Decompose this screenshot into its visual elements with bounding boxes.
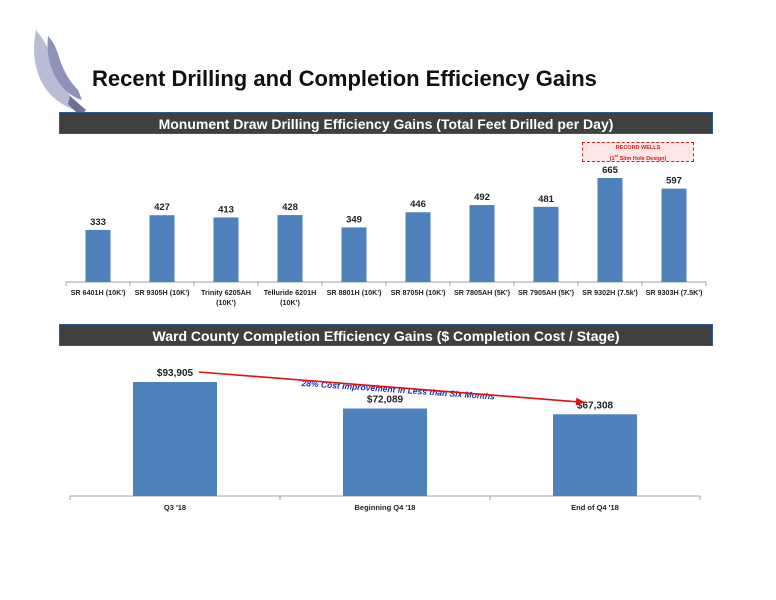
- drilling-bar: [469, 205, 495, 282]
- drilling-bar: [341, 227, 367, 282]
- drilling-value-label: 413: [218, 204, 234, 215]
- drilling-category-label: SR 9305H (10K'): [135, 288, 190, 297]
- drilling-bar: [85, 229, 111, 282]
- page-title: Recent Drilling and Completion Efficienc…: [92, 66, 597, 91]
- drilling-bar: [277, 215, 303, 282]
- drilling-bar: [661, 188, 687, 282]
- completion-value-label: $93,905: [157, 368, 194, 379]
- drilling-value-label: 349: [346, 214, 362, 225]
- completion-category-label: Beginning Q4 '18: [355, 503, 416, 512]
- drilling-bar: [213, 217, 239, 282]
- completion-bar: [133, 382, 217, 496]
- completion-value-label: $72,089: [367, 394, 404, 405]
- completion-category-label: End of Q4 '18: [571, 503, 619, 512]
- drilling-value-label: 492: [474, 192, 490, 203]
- drilling-category-label: SR 6401H (10K'): [71, 288, 126, 297]
- drilling-bar: [149, 215, 175, 282]
- completion-category-label: Q3 '18: [164, 503, 186, 512]
- drilling-category-label: Trinity 6205AH: [201, 288, 251, 297]
- drilling-category-label: SR 9302H (7.5k'): [582, 288, 638, 297]
- drilling-value-label: 481: [538, 194, 555, 205]
- drilling-category-label: (10K'): [280, 298, 300, 307]
- drilling-value-label: 333: [90, 217, 106, 228]
- drilling-chart-title: Monument Draw Drilling Efficiency Gains …: [59, 112, 713, 134]
- drilling-category-label: SR 8801H (10K'): [327, 288, 382, 297]
- completion-bar: [553, 414, 637, 496]
- drilling-category-label: SR 7805AH (5K'): [454, 288, 511, 297]
- drilling-bar: [597, 178, 623, 282]
- drilling-category-label: SR 7905AH (5K'): [518, 288, 575, 297]
- cost-trend-arrow: [198, 371, 578, 403]
- company-logo-icon: [34, 30, 86, 116]
- drilling-category-label: SR 9303H (7.5K'): [646, 288, 703, 297]
- record-wells-label: RECORD WELLS: [615, 145, 661, 151]
- arrow-head-icon: [575, 397, 585, 406]
- drilling-category-label: SR 8705H (10K'): [391, 288, 446, 297]
- drilling-bar: [533, 206, 559, 282]
- completion-bar: [343, 408, 427, 496]
- drilling-value-label: 597: [666, 176, 682, 187]
- completion-chart-title: Ward County Completion Efficiency Gains …: [59, 324, 713, 346]
- drilling-category-label: (10K'): [216, 298, 236, 307]
- completion-value-label: $67,308: [577, 400, 614, 411]
- drilling-value-label: 427: [154, 202, 170, 213]
- record-wells-callout: RECORD WELLS (1st Slim Hole Design): [582, 142, 694, 162]
- drilling-value-label: 665: [602, 165, 619, 176]
- drilling-value-label: 428: [282, 202, 298, 213]
- drilling-bar: [405, 212, 431, 282]
- slim-hole-label: (1st Slim Hole Design): [609, 153, 667, 162]
- drilling-value-label: 446: [410, 199, 426, 210]
- drilling-category-label: Telluride 6201H: [264, 288, 317, 297]
